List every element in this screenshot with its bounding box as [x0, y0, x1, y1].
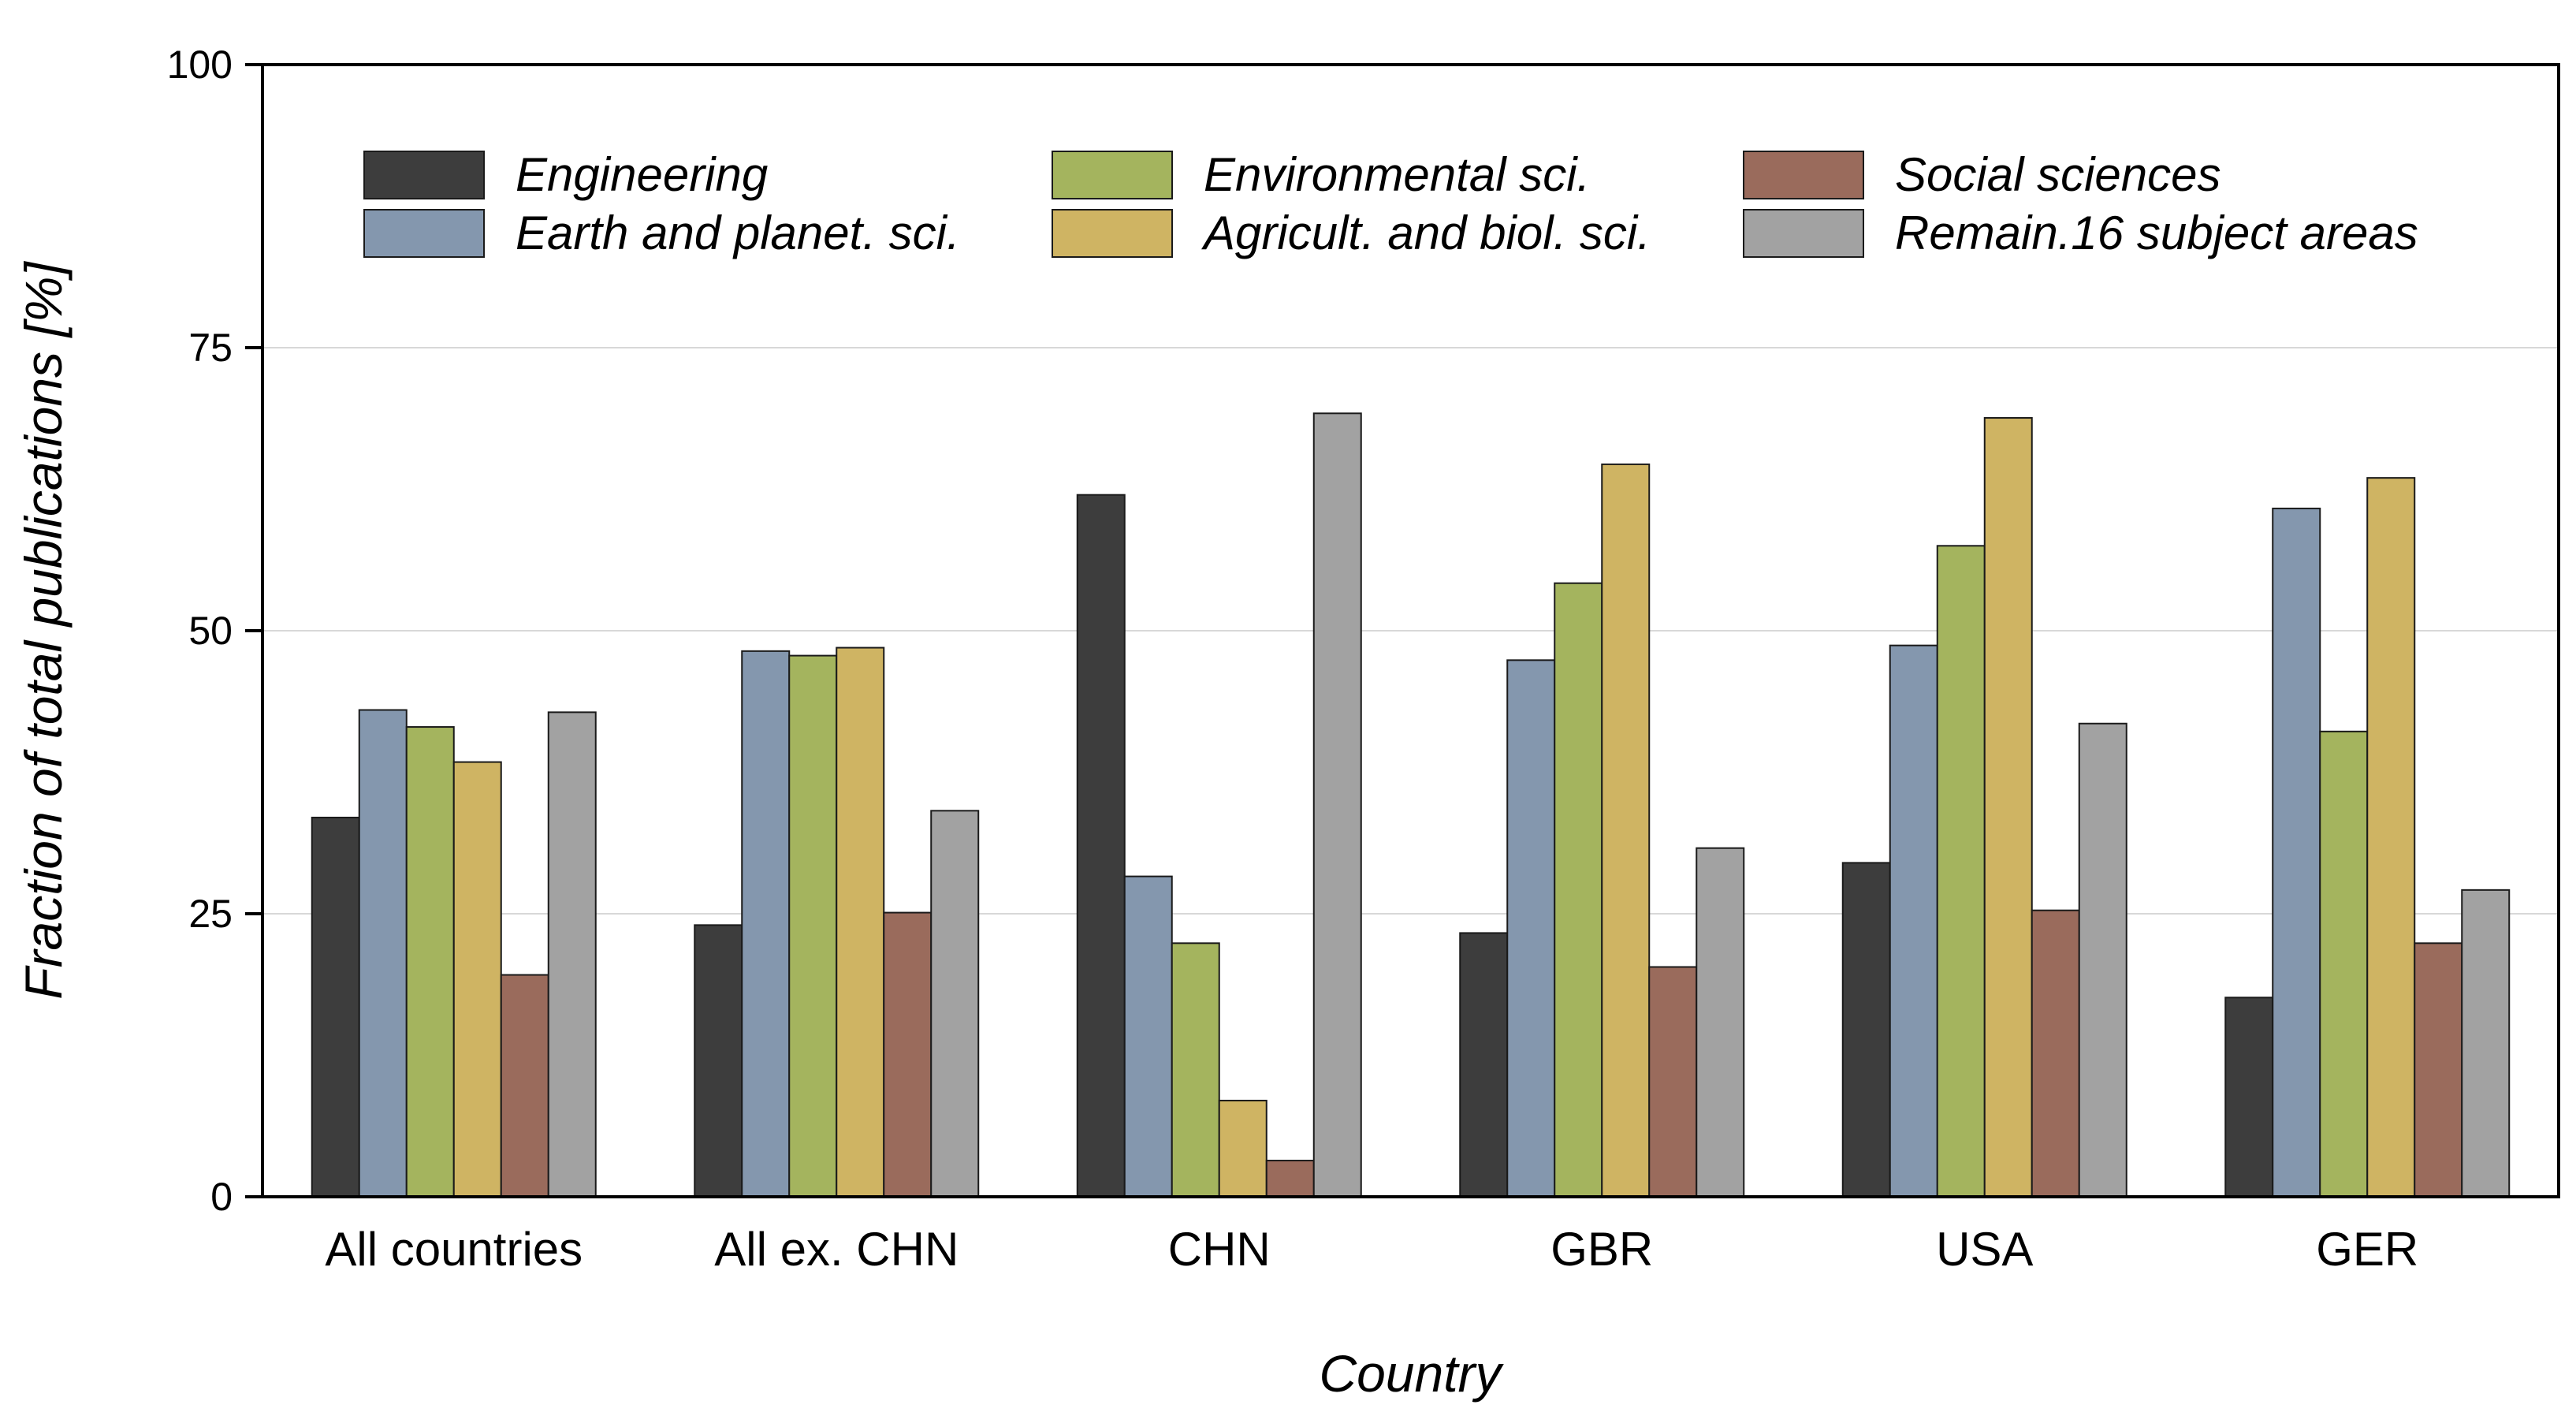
y-tick-label-100: 100: [167, 43, 233, 87]
bar-ger-earth-and-planet-sci: [2272, 507, 2321, 1198]
legend-label-engineering: Engineering: [516, 148, 768, 201]
bar-chn-social-sciences: [1265, 1160, 1315, 1198]
grid-lines: [262, 347, 2559, 915]
bar-usa-remain-16-subject-areas: [2078, 722, 2127, 1198]
x-tick-label-gbr: GBR: [1550, 1223, 1653, 1276]
bar-all-countries-remain-16-subject-areas: [547, 711, 597, 1198]
bar-chn-earth-and-planet-sci: [1123, 875, 1173, 1198]
bar-all-countries-earth-and-planet-sci: [358, 709, 408, 1198]
bar-all-ex-chn-agricult-and-biol-sci: [836, 646, 885, 1198]
bar-all-countries-social-sciences: [500, 974, 549, 1198]
y-tick-label-50: 50: [188, 609, 233, 653]
x-tick-label-chn: CHN: [1168, 1223, 1271, 1276]
legend-label-environmental-sci: Environmental sci.: [1204, 148, 1590, 201]
bar-gbr-remain-16-subject-areas: [1696, 847, 1745, 1198]
y-tick-label-0: 0: [210, 1175, 233, 1219]
bar-usa-social-sciences: [2031, 909, 2080, 1198]
y-axis-title: Fraction of total publications [%]: [14, 261, 73, 1000]
x-tick-label-all-ex-chn: All ex. CHN: [714, 1223, 959, 1276]
bars: [311, 412, 2511, 1198]
bar-gbr-engineering: [1459, 932, 1509, 1198]
x-tick-label-all-countries: All countries: [325, 1223, 583, 1276]
bar-gbr-environmental-sci: [1554, 582, 1603, 1198]
bar-all-ex-chn-social-sciences: [883, 911, 932, 1198]
y-axis-ticks: 0 25 50 75 100: [167, 43, 262, 1219]
bar-chn-agricult-and-biol-sci: [1218, 1099, 1268, 1198]
legend-label-social-sciences: Social sciences: [1895, 148, 2221, 201]
bar-chn-engineering: [1076, 494, 1126, 1198]
legend-label-remain-16-subject-areas: Remain.16 subject areas: [1895, 207, 2418, 259]
bar-gbr-agricult-and-biol-sci: [1601, 463, 1651, 1198]
bar-all-ex-chn-engineering: [694, 924, 743, 1198]
bar-usa-environmental-sci: [1936, 545, 1986, 1198]
y-tick-label-75: 75: [188, 326, 233, 370]
legend-swatch-environmental-sci: [1052, 151, 1173, 199]
bar-usa-earth-and-planet-sci: [1889, 644, 1938, 1198]
bar-gbr-earth-and-planet-sci: [1506, 659, 1556, 1198]
bar-ger-agricult-and-biol-sci: [2366, 477, 2416, 1198]
legend-swatch-remain-16-subject-areas: [1743, 209, 1864, 258]
bar-ger-engineering: [2224, 997, 2274, 1198]
bar-usa-engineering: [1841, 862, 1891, 1198]
bar-chn-environmental-sci: [1171, 942, 1220, 1198]
x-axis-category-labels: All countries All ex. CHN CHN GBR USA GER: [325, 1223, 2418, 1276]
bar-gbr-social-sciences: [1648, 966, 1698, 1198]
bar-chn-remain-16-subject-areas: [1312, 412, 1362, 1198]
bar-ger-remain-16-subject-areas: [2461, 889, 2511, 1198]
bar-usa-agricult-and-biol-sci: [1983, 417, 2033, 1198]
bar-all-ex-chn-remain-16-subject-areas: [930, 810, 980, 1198]
legend: Engineering Earth and planet. sci. Environ…: [363, 148, 2418, 259]
legend-swatch-earth-and-planet-sci: [363, 209, 485, 258]
bar-all-ex-chn-earth-and-planet-sci: [741, 650, 791, 1198]
legend-label-agricult-and-biol-sci: Agricult. and biol. sci.: [1201, 207, 1651, 259]
y-tick-label-25: 25: [188, 892, 233, 936]
legend-swatch-agricult-and-biol-sci: [1052, 209, 1173, 258]
x-tick-label-usa: USA: [1936, 1223, 2033, 1276]
x-axis-title: Country: [1319, 1344, 1504, 1403]
bar-all-countries-environmental-sci: [405, 726, 455, 1198]
bar-ger-social-sciences: [2414, 942, 2463, 1198]
x-tick-label-ger: GER: [2316, 1223, 2418, 1276]
bar-ger-environmental-sci: [2319, 730, 2369, 1198]
bar-all-countries-engineering: [311, 816, 360, 1198]
legend-swatch-engineering: [363, 151, 485, 199]
bar-all-countries-agricult-and-biol-sci: [452, 761, 502, 1198]
legend-label-earth-and-planet-sci: Earth and planet. sci.: [516, 207, 960, 259]
legend-swatch-social-sciences: [1743, 151, 1864, 199]
bar-all-ex-chn-environmental-sci: [788, 654, 838, 1198]
